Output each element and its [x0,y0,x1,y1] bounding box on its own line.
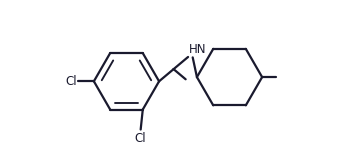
Text: HN: HN [189,43,206,56]
Text: Cl: Cl [66,75,77,88]
Text: Cl: Cl [135,132,146,145]
